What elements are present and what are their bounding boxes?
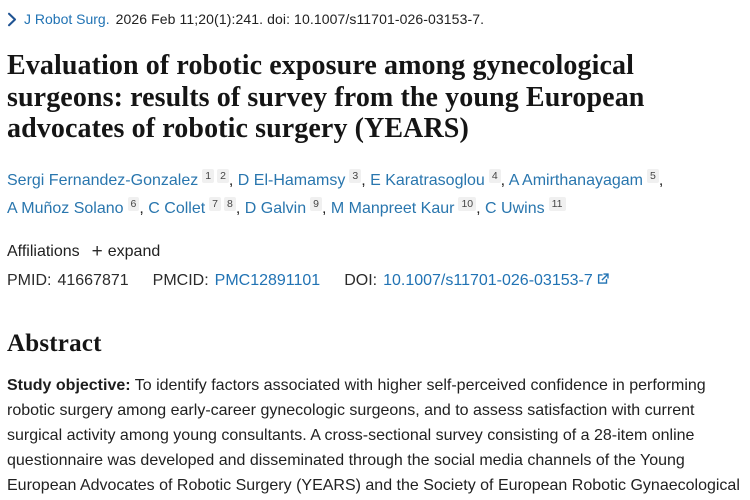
author-separator: , (321, 199, 331, 217)
author-separator: , (139, 199, 149, 217)
affiliations-label: Affiliations (7, 242, 80, 260)
author-item: D El-Hamamsy 3, (237, 168, 371, 189)
affiliation-superscript[interactable]: 3 (349, 168, 362, 183)
author-separator: , (658, 171, 664, 189)
journal-link[interactable]: J Robot Surg. (24, 11, 110, 27)
author-item: C Collet 7 8, (148, 196, 245, 217)
author-link[interactable]: D El-Hamamsy (237, 171, 346, 189)
author-link[interactable]: Sergi Fernandez-Gonzalez (7, 171, 199, 189)
expand-label: expand (107, 242, 161, 260)
affiliation-superscript[interactable]: 6 (127, 196, 140, 211)
identifiers-row: PMID: 41667871 PMCID: PMC12891101 DOI: 1… (7, 272, 742, 291)
affiliation-superscript[interactable]: 2 (217, 168, 229, 183)
author-link[interactable]: A Muñoz Solano (7, 199, 124, 217)
doi-link[interactable]: 10.1007/s11701-026-03153-7 (383, 272, 593, 289)
study-objective-label: Study objective: (7, 376, 131, 394)
pmid-group: PMID: 41667871 (7, 272, 129, 290)
affiliation-superscript[interactable]: 8 (224, 196, 236, 211)
affiliation-superscript[interactable]: 9 (310, 196, 322, 211)
author-separator: , (235, 199, 245, 217)
affiliation-superscript[interactable]: 4 (488, 168, 501, 183)
author-link[interactable]: C Uwins (485, 199, 545, 217)
abstract-heading: Abstract (7, 329, 102, 357)
journal-citation-line: J Robot Surg. 2026 Feb 11;20(1):241. doi… (7, 10, 742, 29)
plus-icon: + (91, 240, 103, 262)
author-link[interactable]: C Collet (148, 199, 206, 217)
article-title: Evaluation of robotic exposure among gyn… (7, 50, 645, 144)
author-item: D Galvin 9, (244, 196, 331, 217)
author-separator: , (361, 171, 371, 189)
pmid-label: PMID: (7, 272, 52, 289)
expand-affiliations-button[interactable]: + expand (91, 240, 161, 262)
citation-details: 2026 Feb 11;20(1):241. doi: 10.1007/s117… (115, 11, 485, 27)
author-item: Sergi Fernandez-Gonzalez 1 2, (7, 168, 238, 189)
affiliation-superscript[interactable]: 1 (202, 168, 215, 183)
author-item: M Manpreet Kaur 10, (330, 196, 486, 217)
author-item: C Uwins 11 (485, 196, 566, 217)
pmcid-label: PMCID: (152, 272, 209, 289)
affiliation-superscript[interactable]: 11 (548, 196, 566, 211)
author-item: A Muñoz Solano 6, (7, 196, 149, 217)
author-item: E Karatrasoglou 4, (370, 168, 509, 189)
pmcid-link[interactable]: PMC12891101 (214, 272, 321, 289)
affiliation-superscript[interactable]: 10 (458, 196, 477, 211)
author-separator: , (500, 171, 509, 189)
author-link[interactable]: A Amirthanayagam (508, 171, 643, 189)
authors-list: Sergi Fernandez-Gonzalez 1 2, D El-Hamamsy… (7, 167, 742, 223)
doi-group: DOI: 10.1007/s11701-026-03153-7 (344, 272, 610, 291)
external-link-icon[interactable] (596, 272, 610, 291)
author-link[interactable]: M Manpreet Kaur (330, 199, 455, 217)
chevron-right-icon[interactable] (7, 12, 17, 27)
author-link[interactable]: E Karatrasoglou (370, 171, 485, 189)
pmcid-group: PMCID: PMC12891101 (153, 272, 321, 290)
affiliations-row: Affiliations + expand (7, 240, 742, 262)
author-link[interactable]: D Galvin (244, 199, 307, 217)
affiliation-superscript[interactable]: 5 (646, 168, 659, 183)
affiliation-superscript[interactable]: 7 (209, 196, 222, 211)
author-separator: , (228, 171, 238, 189)
pmid-value: 41667871 (57, 272, 129, 289)
author-item: A Amirthanayagam 5, (508, 168, 664, 189)
author-separator: , (476, 199, 486, 217)
doi-label: DOI: (344, 272, 378, 289)
abstract-paragraph: Study objective: To identify factors ass… (7, 373, 742, 500)
study-objective-text: To identify factors associated with high… (7, 376, 740, 494)
